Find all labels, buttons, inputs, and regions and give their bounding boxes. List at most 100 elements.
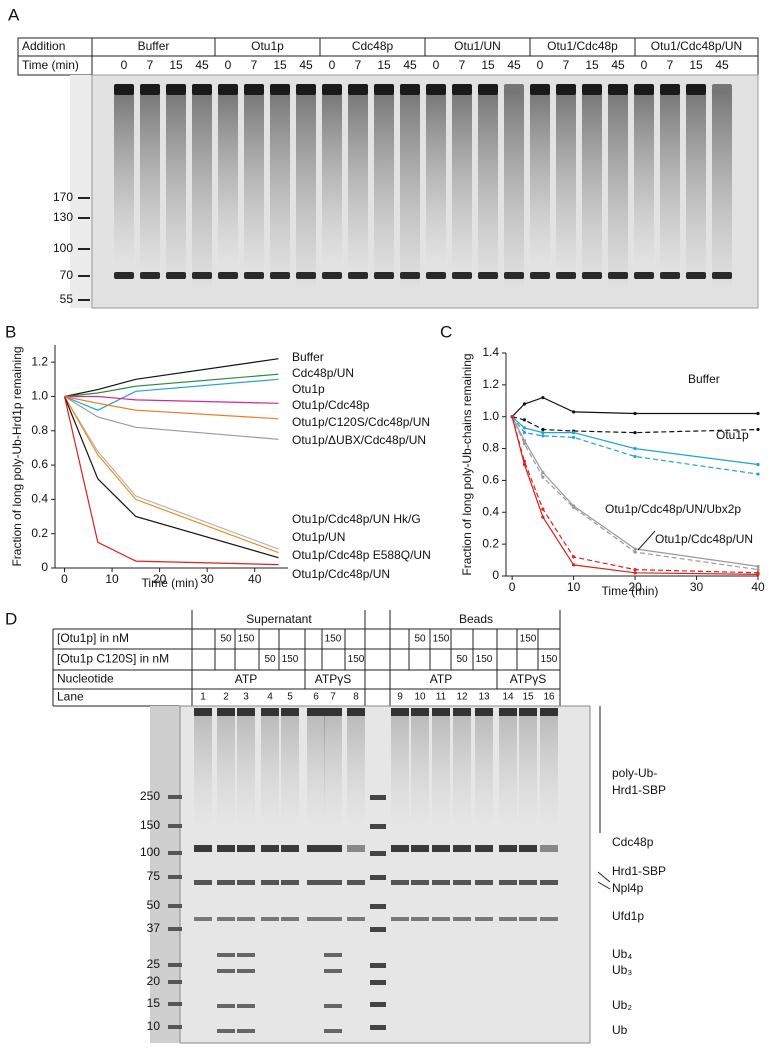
gel-smear	[686, 94, 706, 284]
gel-band	[608, 272, 628, 279]
point	[572, 410, 576, 414]
y-tick-label: 1.2	[482, 377, 499, 391]
lane-number: 12	[456, 692, 468, 703]
point	[756, 462, 760, 467]
gel-band	[114, 272, 134, 279]
gel-band	[307, 708, 325, 716]
ladder-band	[168, 1002, 182, 1006]
gel-band	[608, 84, 628, 95]
leader	[597, 871, 611, 883]
lane-number: 9	[397, 692, 403, 703]
point	[541, 434, 545, 438]
gel-band	[281, 917, 299, 921]
marker-label: 70	[60, 268, 74, 282]
gel-band	[194, 917, 212, 921]
series-line	[511, 416, 759, 466]
gel-band	[432, 880, 450, 885]
gel-band	[411, 917, 429, 921]
group-label: Buffer	[138, 39, 170, 53]
gel-band	[475, 917, 493, 921]
point	[522, 402, 527, 406]
ladder-band	[168, 927, 182, 931]
gel-band	[281, 845, 299, 852]
point	[541, 470, 545, 475]
marker-label: 50	[147, 898, 161, 912]
gel-smear	[582, 94, 602, 284]
y-axis-label: Fraction of long poly-Ub-Hrd1p remaining	[10, 346, 24, 566]
gel-band	[237, 969, 255, 973]
panel-label: A	[8, 5, 20, 24]
point	[633, 550, 637, 554]
time-label: 0	[433, 58, 440, 72]
gel-band	[499, 880, 517, 885]
gel-band	[237, 1029, 255, 1033]
series-label: Otu1p/Cdc48p/UN Hk/G	[292, 512, 421, 526]
gel-band	[261, 708, 279, 716]
gel-smear	[712, 94, 732, 294]
time-label: 15	[377, 58, 391, 72]
gel-smear	[237, 716, 255, 826]
time-label: 15	[585, 58, 599, 72]
point	[510, 415, 514, 419]
gel-smear	[281, 716, 299, 826]
gel-band	[217, 845, 235, 852]
gel-band	[540, 708, 558, 716]
y-tick-label: 0	[41, 560, 48, 574]
series-label: Otu1p/UN	[292, 530, 345, 544]
ladder-band	[370, 980, 386, 985]
ladder-band	[370, 875, 386, 880]
lane-number: 15	[522, 692, 534, 703]
band-label: Npl4p	[612, 881, 644, 895]
gel-band	[237, 953, 255, 957]
y-tick-label: 0.4	[31, 492, 48, 506]
gel-band	[347, 880, 365, 885]
gel-band	[140, 272, 160, 279]
gel-smear	[519, 716, 537, 826]
gel-band	[582, 84, 602, 95]
time-label: 15	[481, 58, 495, 72]
lane-number: 2	[223, 692, 229, 703]
series-label: Otu1p/Cdc48p E588Q/UN	[292, 548, 431, 562]
cell: 150	[325, 634, 342, 645]
row-label: Lane	[57, 690, 84, 704]
gel-band	[324, 1029, 342, 1033]
row-label: Time (min)	[22, 58, 79, 72]
gel-band	[348, 272, 368, 279]
lane-number: 16	[543, 692, 555, 703]
y-tick-label: 0.6	[31, 457, 48, 471]
gel-band	[453, 845, 471, 852]
marker-label: 75	[147, 869, 161, 883]
gel-band	[540, 917, 558, 921]
gel-band	[504, 84, 524, 95]
gel-band	[237, 880, 255, 885]
gel-band	[432, 708, 450, 716]
gel-band	[307, 880, 325, 885]
lane-number: 14	[502, 692, 514, 703]
point	[756, 472, 760, 476]
series-line	[64, 395, 279, 404]
series-line	[64, 395, 279, 440]
series-label: Otu1p/C120S/Cdc48p/UN	[292, 415, 430, 429]
gel-band	[432, 845, 450, 852]
row-label: [Otu1p C120S] in nM	[57, 652, 169, 666]
gel-band	[261, 845, 279, 852]
lane-number: 4	[267, 692, 273, 703]
gel-band	[324, 880, 342, 885]
series-line	[63, 396, 279, 559]
point	[522, 426, 527, 430]
lane-number: 5	[287, 692, 293, 703]
series-label: Otu1p	[716, 428, 749, 442]
nucleotide: ATPγS	[510, 672, 546, 686]
gel-band	[432, 917, 450, 921]
point	[522, 459, 527, 463]
band-label: Hrd1-SBP	[612, 783, 666, 797]
y-tick-label: 0.2	[482, 536, 499, 550]
ladder-band	[168, 1025, 182, 1029]
gel-band	[391, 880, 409, 885]
gel-band	[237, 1004, 255, 1008]
gel-band	[478, 84, 498, 95]
point	[633, 547, 637, 551]
ladder-band	[370, 927, 386, 932]
row-label: [Otu1p] in nM	[57, 631, 129, 645]
